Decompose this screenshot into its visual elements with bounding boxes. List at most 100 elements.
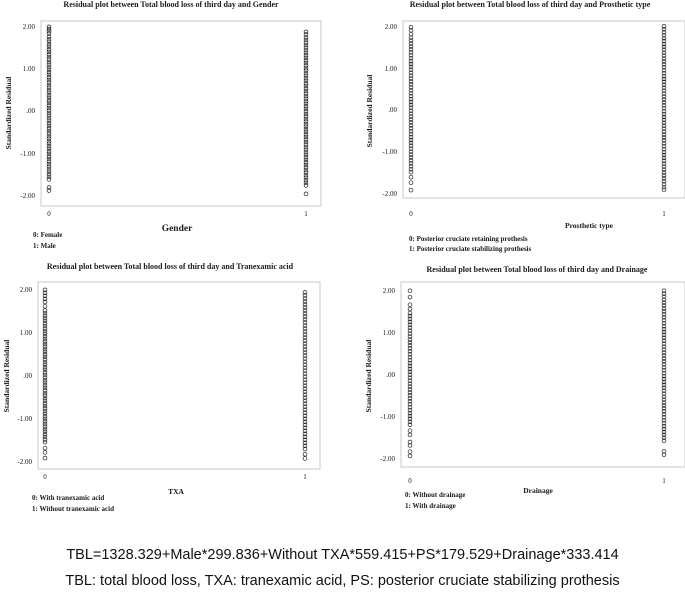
residual-point [302, 290, 308, 295]
residual-point [408, 149, 414, 154]
residual-point [407, 306, 413, 312]
y-tick-label: 2.00 [385, 23, 398, 31]
residual-point [661, 103, 667, 108]
residual-point [302, 311, 308, 316]
residual-point [303, 142, 309, 147]
residual-point [302, 371, 308, 376]
residual-point [661, 105, 667, 111]
residual-point [661, 438, 667, 444]
residual-point [303, 175, 309, 180]
residual-point [302, 296, 308, 301]
residual-point [302, 362, 308, 367]
residual-point [303, 149, 309, 155]
residual-point [407, 390, 413, 395]
y-tick-label: 2.00 [20, 286, 33, 294]
residual-point [661, 323, 667, 329]
residual-point [302, 416, 308, 422]
residual-point [303, 83, 309, 89]
residual-point [408, 140, 414, 146]
residual-point [408, 114, 414, 119]
y-tick-label: -2.00 [382, 190, 397, 198]
residual-point [661, 449, 667, 454]
residual-point [661, 309, 667, 314]
residual-point [42, 354, 48, 360]
plot-frame [40, 20, 322, 207]
residual-plot-gender: Residual plot between Total blood loss o… [4, 0, 322, 250]
residual-point [408, 32, 414, 37]
residual-point [46, 70, 52, 75]
residual-point [661, 176, 667, 181]
residual-point [661, 117, 667, 123]
residual-point [407, 378, 413, 383]
residual-point [46, 159, 52, 164]
residual-point [661, 24, 667, 29]
residual-point [46, 177, 52, 182]
residual-point [46, 126, 52, 131]
residual-point [661, 409, 667, 414]
residual-point [46, 149, 52, 154]
residual-point [661, 338, 667, 344]
data-points [407, 288, 667, 459]
residual-point [303, 109, 309, 114]
residual-point [303, 178, 309, 183]
residual-point [46, 118, 52, 124]
residual-point [303, 70, 309, 76]
residual-point [407, 372, 413, 378]
residual-point [303, 76, 309, 81]
y-tick-label: -1.00 [20, 150, 35, 158]
residual-point [661, 376, 667, 382]
residual-point [303, 55, 309, 61]
y-tick-label: -1.00 [380, 413, 395, 421]
plot-title: Residual plot between Total blood loss o… [410, 0, 651, 9]
residual-point [407, 396, 413, 401]
residual-point [661, 161, 667, 167]
residual-point [302, 451, 308, 457]
category-note: 1: Without tranexamic acid [32, 505, 114, 513]
residual-point [302, 344, 308, 349]
residual-point [407, 343, 413, 348]
residual-point [302, 350, 308, 355]
residual-point [408, 126, 414, 131]
y-axis-ticks: 2.00 1.00 .00 -1.00 -2.00 [20, 23, 35, 200]
residual-point [408, 146, 414, 151]
residual-point [302, 368, 308, 373]
residual-point [302, 320, 308, 325]
residual-point [46, 121, 52, 126]
residual-point [303, 50, 309, 56]
y-tick-label: .00 [386, 371, 395, 379]
residual-point [661, 123, 667, 129]
residual-point [407, 319, 413, 325]
x-tick-label: 0 [408, 477, 412, 485]
residual-point [661, 141, 667, 146]
residual-point [408, 134, 414, 140]
residual-point [407, 384, 413, 389]
residual-point [303, 42, 309, 48]
residual-point [661, 400, 667, 405]
residual-point [303, 162, 309, 168]
residual-point [42, 318, 48, 324]
residual-point [407, 313, 413, 319]
residual-point [661, 100, 667, 105]
residual-point [46, 80, 52, 85]
residual-point [302, 359, 308, 364]
residual-point [303, 78, 309, 84]
residual-point [661, 350, 667, 355]
residual-point [46, 31, 52, 36]
residual-point [408, 155, 414, 160]
residual-point [303, 134, 309, 140]
residual-point [407, 325, 413, 331]
residual-point [661, 120, 667, 126]
residual-point [42, 326, 48, 331]
residual-point [46, 75, 52, 80]
residual-point [661, 391, 667, 396]
residual-point [407, 334, 413, 339]
residual-point [46, 123, 52, 129]
residual-point [46, 103, 52, 108]
residual-point [303, 111, 309, 117]
residual-point [303, 45, 309, 50]
residual-point [302, 392, 308, 398]
residual-point [46, 67, 52, 73]
residual-point [303, 165, 309, 170]
y-tick-label: 1.00 [383, 329, 396, 337]
residual-point [42, 377, 48, 383]
